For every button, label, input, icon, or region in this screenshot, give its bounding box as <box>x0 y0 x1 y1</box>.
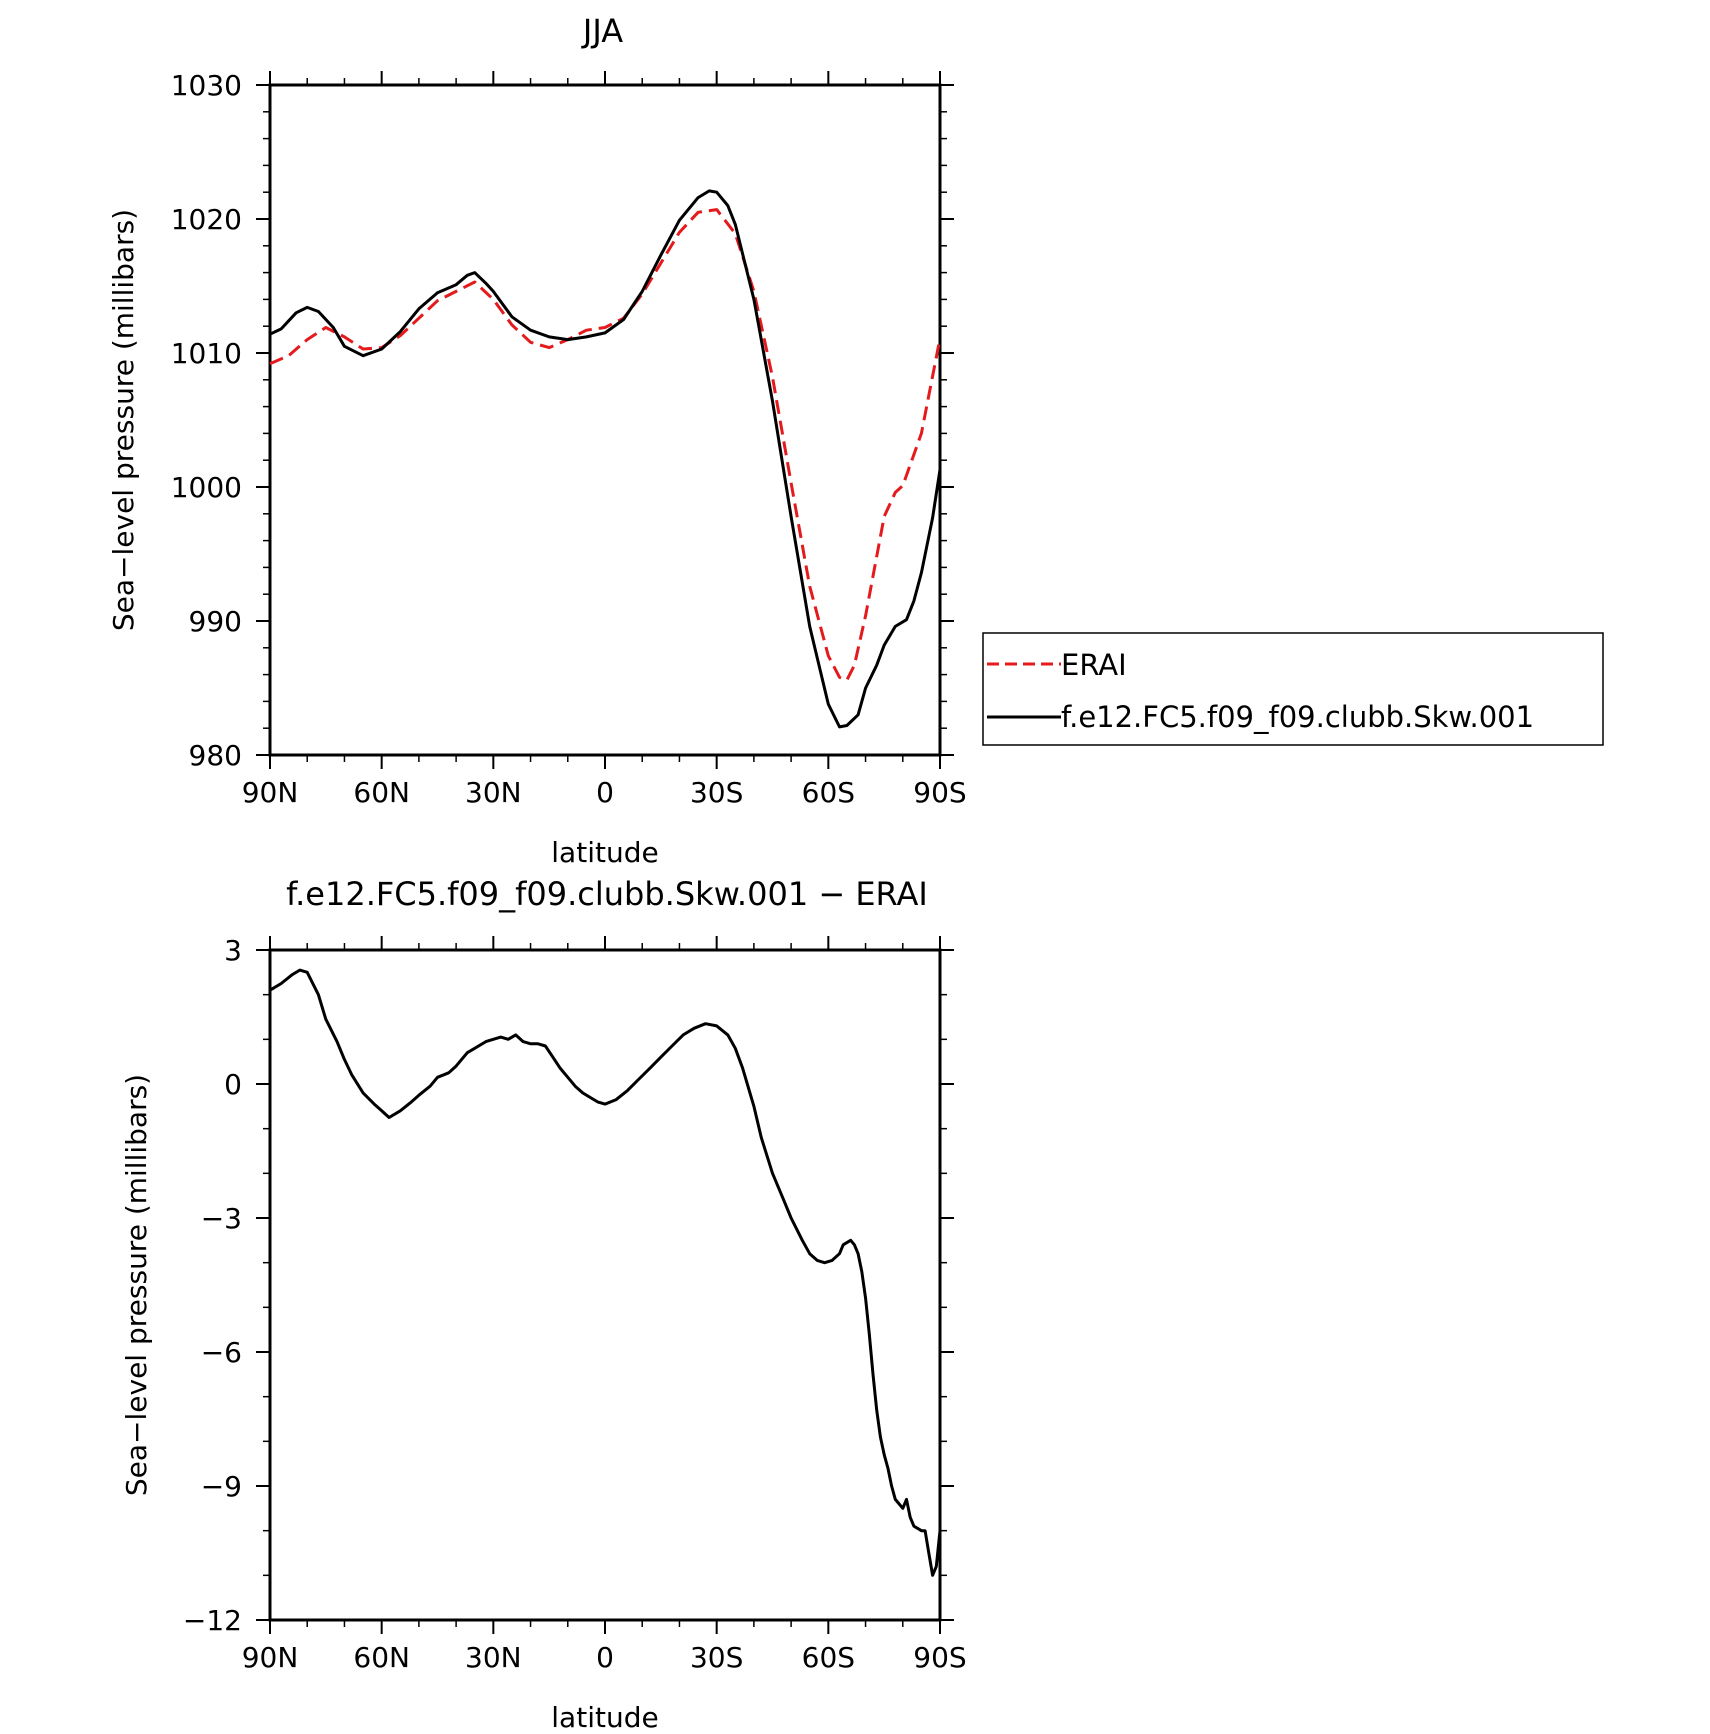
series-line-erai <box>269 208 942 682</box>
axis-ticks-top <box>256 71 954 769</box>
x-tick-label: 90S <box>913 776 966 809</box>
chart-title-bottom: f.e12.FC5.f09_f09.clubb.Skw.001 − ERAI <box>286 875 928 913</box>
chart-title-top: JJA <box>581 12 623 50</box>
axis-ticks-bottom <box>256 936 954 1634</box>
y-axis-title-top: Sea−level pressure (millibars) <box>107 209 140 631</box>
x-tick-label: 90N <box>242 776 299 809</box>
y-tick-label: 980 <box>189 739 242 772</box>
legend-label-model: f.e12.FC5.f09_f09.clubb.Skw.001 <box>1061 700 1534 734</box>
x-tick-label: 30N <box>465 1641 522 1674</box>
y-tick-label: 1010 <box>171 337 242 370</box>
x-tick-label: 30S <box>690 1641 743 1674</box>
series-line-model <box>269 189 942 729</box>
x-tick-label: 30S <box>690 776 743 809</box>
x-axis-title-top: latitude <box>551 836 658 869</box>
legend: ERAI f.e12.FC5.f09_f09.clubb.Skw.001 <box>982 632 1604 746</box>
y-tick-label: −9 <box>201 1470 242 1503</box>
x-tick-labels-bottom: 90N 60N 30N 0 30S 60S 90S <box>242 1641 967 1674</box>
x-tick-label: 90N <box>242 1641 299 1674</box>
panel-bottom: f.e12.FC5.f09_f09.clubb.Skw.001 − ERAI 9… <box>120 875 967 1734</box>
legend-label-erai: ERAI <box>1061 648 1127 682</box>
legend-box <box>982 632 1604 746</box>
y-tick-label: −12 <box>183 1604 242 1637</box>
x-tick-label: 30N <box>465 776 522 809</box>
y-tick-labels-bottom: −12 −9 −6 −3 0 3 <box>183 934 242 1637</box>
x-tick-label: 60N <box>353 776 410 809</box>
x-tick-labels-top: 90N 60N 30N 0 30S 60S 90S <box>242 776 967 809</box>
panel-top: JJA 90N 60N 30N 0 30S 60S 90S 980 990 1000 1010 10… <box>107 12 1604 869</box>
y-tick-label: 1030 <box>171 69 242 102</box>
y-tick-label: −6 <box>201 1336 242 1369</box>
plot-frame-top <box>268 83 942 757</box>
plot-frame-bottom <box>268 948 942 1622</box>
x-tick-label: 0 <box>596 1641 614 1674</box>
series-group-bottom <box>269 968 942 1577</box>
y-tick-label: −3 <box>201 1202 242 1235</box>
y-tick-label: 1020 <box>171 203 242 236</box>
x-tick-label: 90S <box>913 1641 966 1674</box>
y-axis-title-bottom: Sea−level pressure (millibars) <box>120 1074 153 1496</box>
x-tick-label: 0 <box>596 776 614 809</box>
y-tick-label: 0 <box>224 1068 242 1101</box>
series-line-difference <box>269 968 942 1577</box>
x-tick-label: 60S <box>802 1641 855 1674</box>
series-group-top <box>269 189 942 729</box>
x-tick-label: 60N <box>353 1641 410 1674</box>
y-tick-label: 3 <box>224 934 242 967</box>
x-tick-label: 60S <box>802 776 855 809</box>
y-tick-label: 1000 <box>171 471 242 504</box>
y-tick-labels-top: 980 990 1000 1010 1020 1030 <box>171 69 242 772</box>
x-axis-title-bottom: latitude <box>551 1701 658 1734</box>
y-tick-label: 990 <box>189 605 242 638</box>
